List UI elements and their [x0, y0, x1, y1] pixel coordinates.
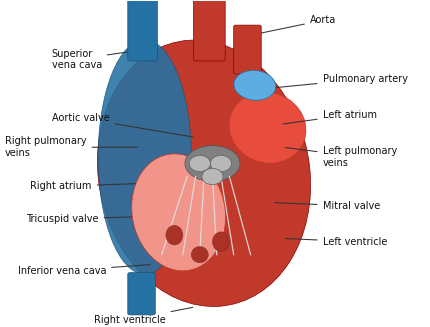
Text: Left atrium: Left atrium [283, 110, 377, 124]
Ellipse shape [166, 225, 183, 245]
Ellipse shape [212, 232, 230, 251]
Text: Aortic valve: Aortic valve [52, 113, 193, 137]
Text: Mitral valve: Mitral valve [275, 201, 380, 211]
Text: Left pulmonary
veins: Left pulmonary veins [285, 146, 397, 168]
Text: Inferior vena cava: Inferior vena cava [18, 265, 150, 276]
Ellipse shape [229, 92, 306, 163]
Ellipse shape [98, 40, 191, 274]
Text: Aorta: Aorta [247, 15, 336, 36]
Circle shape [189, 155, 210, 172]
FancyBboxPatch shape [194, 0, 225, 61]
Text: Pulmonary artery: Pulmonary artery [268, 74, 408, 88]
Text: Right ventricle: Right ventricle [94, 307, 193, 325]
Ellipse shape [191, 247, 208, 263]
Ellipse shape [234, 71, 276, 100]
Text: Superior
vena cava: Superior vena cava [52, 48, 142, 70]
Circle shape [202, 168, 223, 185]
Circle shape [210, 155, 231, 172]
FancyBboxPatch shape [128, 273, 155, 315]
Ellipse shape [98, 40, 310, 306]
Ellipse shape [185, 146, 240, 181]
FancyBboxPatch shape [128, 0, 157, 61]
FancyBboxPatch shape [233, 25, 261, 74]
Ellipse shape [132, 154, 225, 271]
Text: Right pulmonary
veins: Right pulmonary veins [5, 136, 138, 158]
Text: Tricuspid valve: Tricuspid valve [26, 214, 180, 224]
Text: Left ventricle: Left ventricle [285, 237, 387, 247]
Text: Right atrium: Right atrium [31, 181, 150, 191]
